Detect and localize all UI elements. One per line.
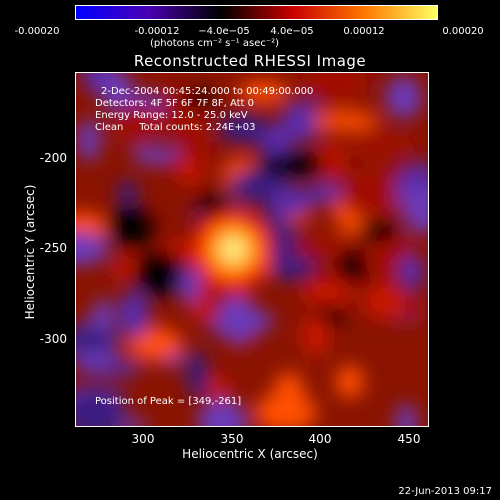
heatmap-blob xyxy=(116,179,139,206)
x-tick-label: 450 xyxy=(397,432,421,446)
heatmap-blob xyxy=(335,365,364,399)
heatmap-blob xyxy=(347,133,415,159)
heatmap-blob xyxy=(364,283,406,319)
peak-position-label: Position of Peak = [349,-261] xyxy=(95,396,242,407)
x-tick-label: 400 xyxy=(308,432,332,446)
heatmap-blob xyxy=(396,188,429,208)
heatmap-blob xyxy=(385,75,423,119)
colorbar-tick: -0.00020 xyxy=(14,26,60,37)
heatmap-texture xyxy=(75,72,429,427)
x-axis-label: Heliocentric X (arcsec) xyxy=(182,447,318,461)
heatmap-blob xyxy=(105,206,158,246)
chart-title: Reconstructed RHESSI Image xyxy=(133,52,367,70)
heatmap-blob xyxy=(133,251,188,296)
annotation-detectors: Detectors: 4F 5F 6F 7F 8F, Att 0 xyxy=(95,98,255,109)
annotation-clean-counts: Clean Total counts: 2.24E+03 xyxy=(95,122,256,133)
colorbar xyxy=(75,5,438,20)
heatmap-blob xyxy=(112,257,138,280)
heatmap-blob xyxy=(177,157,200,187)
heatmap-blob xyxy=(301,314,330,357)
plot-frame xyxy=(75,72,429,427)
plot-area: 2-Dec-2004 00:45:24.000 to 00:49:00.000 … xyxy=(75,72,429,427)
annotation-time-range: 2-Dec-2004 00:45:24.000 to 00:49:00.000 xyxy=(101,86,314,97)
heatmap-blob xyxy=(358,218,398,242)
heatmap-blob xyxy=(232,168,283,193)
heatmap-blob xyxy=(302,281,353,306)
heatmap-svg xyxy=(75,72,429,427)
heatmap-blob xyxy=(218,112,269,145)
heatmap-blob xyxy=(270,186,313,217)
heatmap-blob xyxy=(395,403,418,427)
heatmap-blob xyxy=(398,254,426,291)
heatmap-blob xyxy=(405,201,429,234)
y-tick-label: -300 xyxy=(39,332,67,346)
heatmap-blob xyxy=(75,231,110,266)
timestamp: 22-Jun-2013 09:17 xyxy=(398,486,492,497)
heatmap-blob xyxy=(100,72,133,110)
colorbar-tick: 0.00020 xyxy=(442,26,484,37)
heatmap-blob xyxy=(337,250,373,280)
heatmap-blob xyxy=(254,392,317,427)
heatmap-blob xyxy=(312,110,380,131)
heatmap-blob xyxy=(217,296,259,344)
x-tick-label: 350 xyxy=(220,432,244,446)
heatmap-blob xyxy=(317,142,344,182)
heatmap-blob xyxy=(238,81,288,104)
colorbar-tick: 0.00012 xyxy=(343,26,385,37)
colorbar-label: (photons cm⁻² s⁻¹ asec⁻²) xyxy=(150,38,280,49)
heatmap-blob xyxy=(179,268,200,305)
heatmap-blob xyxy=(197,399,248,427)
heatmap-blob xyxy=(112,103,162,144)
y-axis-label: Heliocentric Y (arcsec) xyxy=(23,184,37,320)
heatmap-blob xyxy=(76,118,101,162)
colorbar-tick: 4.0e−05 xyxy=(270,26,314,37)
heatmap-blob xyxy=(291,234,347,261)
heatmap-blob xyxy=(181,90,215,108)
y-tick-label: -250 xyxy=(39,241,67,255)
peak-blob xyxy=(225,241,242,258)
heatmap-blob xyxy=(258,152,329,177)
annotation-energy-range: Energy Range: 12.0 - 25.0 keV xyxy=(95,110,248,121)
colorbar-tick: -0.00012 xyxy=(134,26,180,37)
heatmap-blob xyxy=(186,349,209,400)
heatmap-blob xyxy=(280,99,325,142)
heatmap-blob xyxy=(75,393,123,427)
heatmap-blob xyxy=(302,72,367,104)
y-tick-label: -200 xyxy=(39,151,67,165)
heatmap-blob xyxy=(118,289,150,339)
heatmap-blob xyxy=(340,168,398,218)
x-tick-label: 300 xyxy=(131,432,155,446)
heatmap-blob xyxy=(207,375,230,404)
heatmap-blob xyxy=(198,193,232,219)
colorbar-tick: −4.0e−05 xyxy=(198,26,250,37)
heatmap-blob xyxy=(75,326,116,353)
